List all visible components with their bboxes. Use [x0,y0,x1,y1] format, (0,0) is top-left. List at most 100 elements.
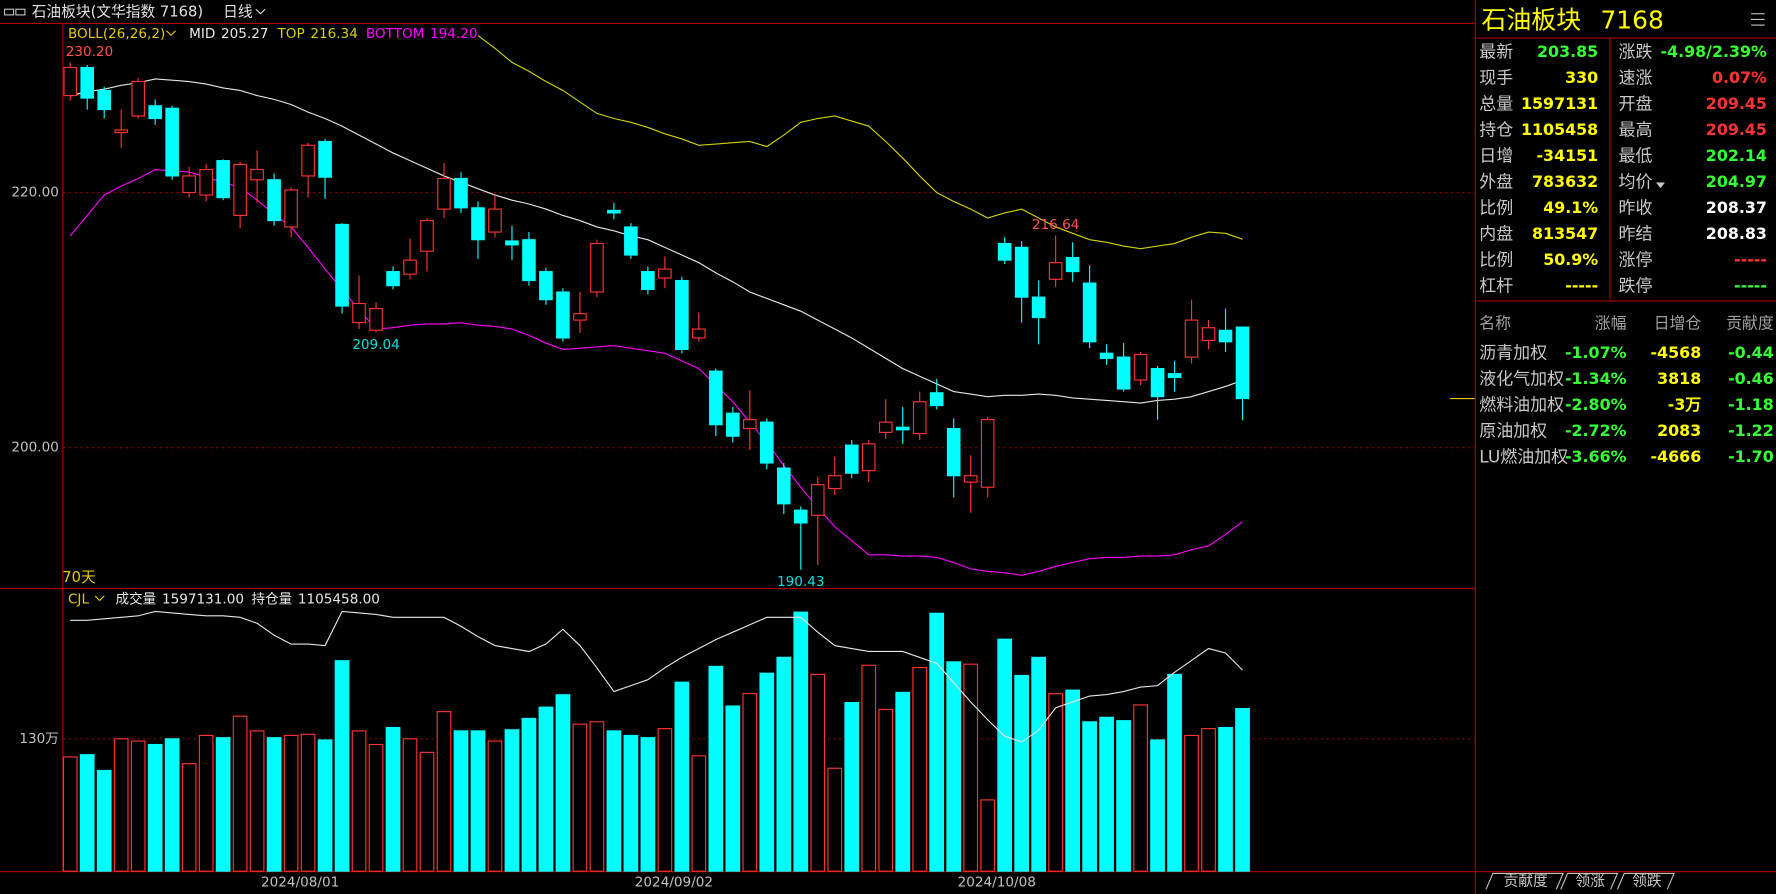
candle-body [1184,319,1199,358]
volume-bar [419,751,435,872]
dropdown-arrow[interactable] [1655,182,1665,189]
candle-body [131,80,145,117]
candle-body [1201,327,1216,342]
volume-bar [1184,734,1199,872]
candle-body [658,268,672,279]
volume-bar [164,738,180,872]
volume-bar [742,693,758,872]
volume-bar [878,708,894,872]
volume-bar [946,661,962,872]
volume-bar [589,721,605,872]
tab[interactable]: 贡献度 [1504,872,1548,889]
quote-value: 1105458 [1521,120,1598,139]
legend-name: 成交量 [116,590,157,607]
candle-body [63,66,78,97]
quote-label: 比例 [1479,199,1513,219]
table-cell: -2.72% [1565,421,1627,440]
quote-label: 现手 [1479,68,1513,88]
candle-body [607,209,621,214]
volume-bar [96,769,112,872]
volume-bar [1218,726,1233,872]
volume-bar [912,666,928,872]
quote-code: 7168 [1600,6,1663,35]
volume-bar [640,737,656,872]
table-cell: -4568 [1651,343,1702,362]
y-tick-label: 130万 [19,731,58,747]
volume-bar [453,730,469,872]
quote-value: -4.98/2.39% [1661,42,1768,61]
quote-label: 开盘 [1619,94,1653,114]
volume-bar [351,730,367,872]
volume-bar [572,723,588,872]
quote-value: -34151 [1536,146,1598,165]
volume-bar [181,763,197,872]
volume-bar [623,734,639,872]
table-cell: -3.66% [1565,447,1627,466]
volume-bar [1201,728,1216,872]
candle-body [726,412,740,437]
volume-bar [283,734,299,872]
icon-part [15,8,26,16]
volume-bar [538,706,554,872]
x-tick-label: 2024/08/01 [261,875,339,891]
legend-entry: MID 205.27 [189,26,268,42]
chevron [166,30,176,37]
volume-bar [368,743,384,872]
quote-label: 速涨 [1619,68,1653,88]
quote-label: 涨停 [1619,251,1653,271]
quote-label: 昨收 [1619,199,1653,219]
menu-icon[interactable] [1751,13,1765,26]
candle-body [1099,352,1114,359]
legend-entry: BOTTOM 194.20 [366,26,478,42]
volume-bar [504,729,520,872]
table-header: 名称 [1479,314,1511,333]
candle-body [1218,329,1233,343]
volume-bar [521,717,537,872]
legend-entry: 成交量 1597131.00 [116,590,244,607]
price-annotation: 209.04 [352,337,400,353]
quote-label: 外盘 [1479,173,1513,193]
legend-value: 216.34 [310,26,358,42]
candle-body [709,370,723,426]
x-tick-label: 2024/09/02 [635,875,713,891]
volume-bar [1082,721,1097,872]
candle-body [929,392,944,407]
tabs [1485,872,1675,890]
legend-entry: 持仓量 1105458.00 [251,591,379,607]
candle-body [369,308,383,331]
table-cell: -1.18 [1728,395,1774,414]
candle-body [878,421,893,433]
candle-body [641,271,655,291]
table-cell: -1.07% [1565,343,1627,362]
indicator-name[interactable]: CJL [68,591,89,607]
tab[interactable]: 领涨 [1576,872,1606,889]
candle-body [743,419,757,430]
price-annotation: 216.64 [1032,217,1080,233]
volume-bar [963,663,979,872]
period-selector[interactable]: 日线 [223,4,253,21]
menu-icon[interactable] [3,8,26,16]
volume-bar [555,694,571,872]
period-label: 70天 [62,569,96,586]
quote-value: ----- [1734,276,1767,295]
table-cell: 液化气加权 [1479,370,1564,390]
indicator-name[interactable]: BOLL(26,26,2) [68,26,165,42]
candle-body [80,66,95,99]
volume-bar [1014,674,1030,872]
candle-body [810,484,825,516]
price-annotation: 230.20 [66,44,114,60]
candle-body [861,443,876,472]
candle-body [573,313,587,321]
candle-body [420,220,434,252]
price-annotation: 190.43 [777,574,825,590]
boll-line [70,78,1243,404]
quote-label: 最高 [1619,120,1653,140]
chevron [255,8,266,15]
volume-bar [759,672,775,872]
table-cell: -0.44 [1728,343,1774,362]
tab[interactable]: 领跌 [1632,872,1662,889]
tab-shape [1560,872,1619,890]
table-cell: -3万 [1668,395,1702,414]
quote-value: 202.14 [1706,146,1767,165]
